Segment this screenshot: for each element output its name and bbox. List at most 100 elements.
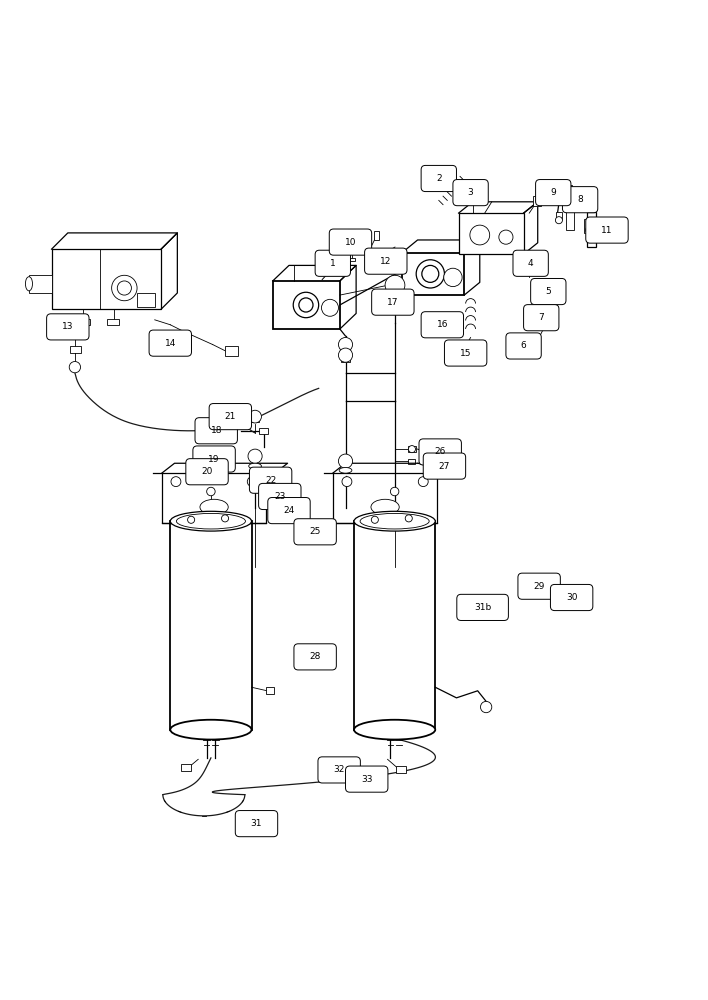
FancyBboxPatch shape [535, 180, 571, 206]
Bar [251, 414, 259, 422]
Bar [534, 196, 540, 206]
Bar [259, 428, 268, 434]
Circle shape [518, 337, 530, 349]
FancyBboxPatch shape [318, 757, 360, 783]
Text: 12: 12 [380, 257, 392, 266]
Ellipse shape [171, 720, 251, 740]
Circle shape [442, 320, 450, 327]
FancyBboxPatch shape [524, 305, 559, 331]
Text: 7: 7 [538, 313, 544, 322]
Bar [364, 237, 370, 246]
FancyBboxPatch shape [346, 766, 388, 792]
Circle shape [525, 256, 534, 264]
Circle shape [207, 487, 215, 496]
Text: 8: 8 [577, 195, 583, 204]
Bar [251, 456, 259, 460]
FancyBboxPatch shape [294, 519, 336, 545]
Bar [52, 249, 161, 309]
Bar [568, 185, 572, 192]
Text: 11: 11 [601, 226, 612, 235]
Bar [396, 766, 406, 773]
Circle shape [69, 362, 81, 373]
Circle shape [338, 454, 353, 468]
FancyBboxPatch shape [249, 467, 292, 493]
Circle shape [338, 348, 353, 362]
FancyBboxPatch shape [365, 248, 407, 274]
Circle shape [299, 298, 313, 312]
FancyBboxPatch shape [47, 314, 89, 340]
Circle shape [342, 477, 352, 487]
Circle shape [457, 346, 471, 360]
Bar [137, 293, 155, 307]
Bar [374, 231, 379, 240]
Circle shape [499, 230, 513, 244]
Text: 22: 22 [265, 476, 276, 485]
Text: 14: 14 [164, 339, 176, 348]
FancyBboxPatch shape [315, 250, 350, 276]
Circle shape [247, 477, 257, 487]
Circle shape [532, 308, 546, 322]
Text: 9: 9 [550, 188, 556, 197]
Text: 20: 20 [201, 467, 212, 476]
Bar [273, 281, 340, 329]
Circle shape [338, 337, 353, 352]
Ellipse shape [171, 511, 251, 531]
Circle shape [222, 515, 229, 522]
Circle shape [385, 275, 405, 295]
Circle shape [188, 516, 195, 523]
Circle shape [371, 516, 378, 523]
FancyBboxPatch shape [185, 459, 228, 485]
Ellipse shape [200, 499, 228, 515]
Ellipse shape [354, 720, 435, 740]
Bar [266, 687, 274, 694]
Ellipse shape [354, 511, 435, 531]
Text: 3: 3 [468, 188, 474, 197]
Bar [564, 198, 576, 210]
FancyBboxPatch shape [329, 229, 372, 255]
Text: 10: 10 [345, 238, 356, 247]
Circle shape [535, 311, 542, 318]
Bar [29, 275, 52, 293]
Circle shape [416, 260, 445, 288]
Text: 2: 2 [436, 174, 442, 183]
Circle shape [422, 265, 439, 282]
FancyBboxPatch shape [268, 498, 310, 524]
Text: 1: 1 [330, 259, 336, 268]
Bar [408, 446, 416, 452]
Ellipse shape [249, 463, 261, 469]
Bar [556, 212, 561, 219]
Circle shape [555, 217, 562, 224]
Text: 33: 33 [361, 775, 372, 784]
Text: 27: 27 [439, 462, 450, 471]
Text: 19: 19 [208, 455, 220, 464]
FancyBboxPatch shape [518, 573, 560, 599]
FancyBboxPatch shape [562, 187, 598, 213]
Circle shape [586, 224, 597, 236]
FancyBboxPatch shape [423, 453, 466, 479]
Text: 24: 24 [283, 506, 295, 515]
Ellipse shape [371, 499, 399, 515]
FancyBboxPatch shape [421, 312, 464, 338]
Circle shape [321, 299, 338, 316]
FancyBboxPatch shape [586, 217, 628, 243]
Text: 5: 5 [545, 287, 552, 296]
FancyBboxPatch shape [421, 165, 457, 192]
Bar [349, 258, 355, 261]
FancyBboxPatch shape [457, 594, 508, 620]
Circle shape [118, 281, 132, 295]
Text: 31b: 31b [474, 603, 491, 612]
FancyBboxPatch shape [294, 644, 336, 670]
Text: 28: 28 [309, 652, 321, 661]
Bar [348, 229, 355, 249]
Bar [225, 346, 238, 356]
FancyBboxPatch shape [235, 811, 278, 837]
FancyBboxPatch shape [531, 278, 566, 305]
Circle shape [405, 515, 412, 522]
Circle shape [390, 487, 399, 496]
Bar [181, 764, 191, 771]
Circle shape [542, 284, 549, 292]
Circle shape [248, 449, 262, 463]
Circle shape [112, 275, 137, 301]
FancyBboxPatch shape [149, 330, 191, 356]
Circle shape [521, 251, 537, 268]
